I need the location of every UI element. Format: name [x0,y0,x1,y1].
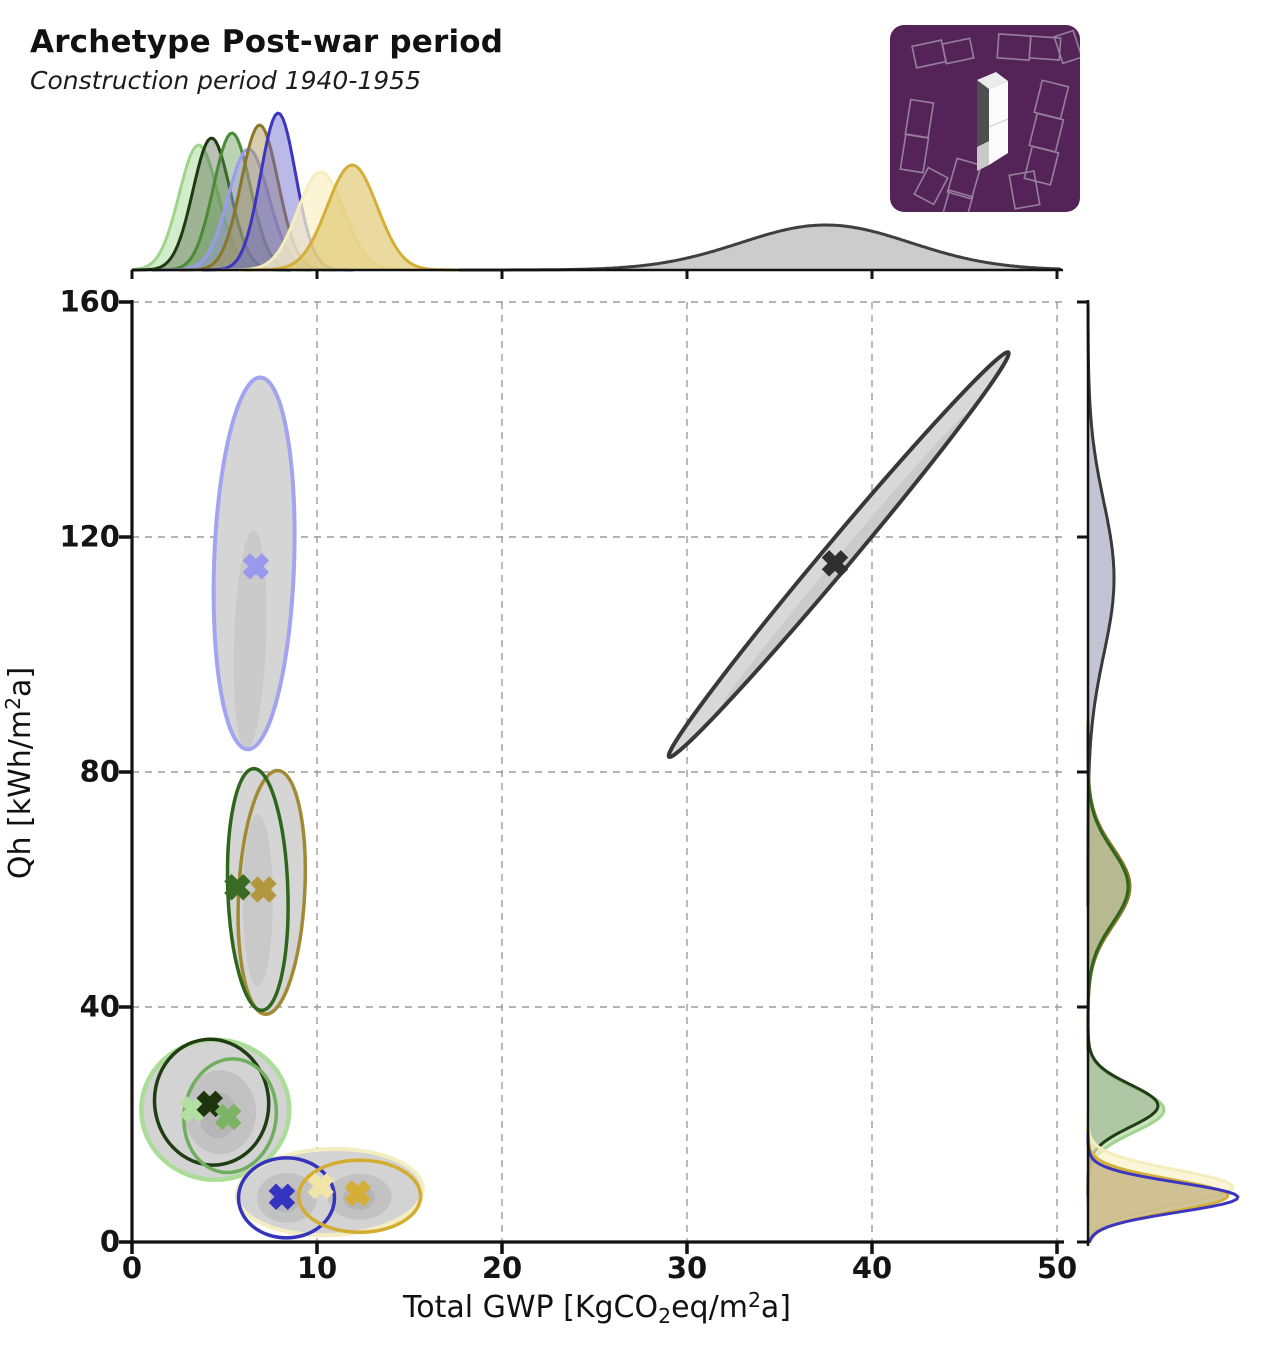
mean-marker-olive [250,876,277,903]
contour-line-medium-green-contour [182,1057,279,1175]
building-footprint [1023,145,1060,186]
contour-line-darkest-green-contour [152,1037,271,1167]
y-axis-label: Qh [kWh/m2a] [1,623,43,923]
x-tick-label: 30 [666,1251,708,1285]
mean-marker-dark-blue [268,1183,296,1211]
kde-top-fill-olive [180,125,340,270]
kde-top-fill-darkest-green [133,138,292,270]
x-axis-label-sup: 2 [747,1288,761,1312]
mean-marker-cross [214,1103,242,1131]
kde-right-line-blue [1086,1132,1240,1244]
building-footprint [1008,170,1041,210]
mean-marker-cross [242,553,270,580]
mean-marker-cross [307,1172,334,1200]
building-footprint [913,166,949,206]
x-axis-label: Total GWP [KgCO2eq/m2a] [297,1288,897,1328]
y-axis-label-part: a] [3,666,39,697]
mean-marker-cross [224,873,251,901]
x-tick-label: 10 [296,1251,338,1285]
building-footprint [1028,35,1062,61]
y-tick-label: 80 [79,754,120,789]
contour-line-blue-contour [236,1156,337,1240]
page-subtitle: Construction period 1940-1955 [30,66,421,95]
y-axis-label-sup: 2 [1,696,25,710]
building-footprints [899,29,1080,212]
mean-marker-cream [307,1172,334,1200]
x-tick-label: 40 [851,1251,893,1285]
highlighted-3d-building [977,72,1009,171]
kde-top-fill-periwinkle [161,149,337,270]
kde-top-fill-dark-blue [202,113,354,270]
mean-marker-periwinkle [242,553,270,580]
density-spot-0 [233,529,267,750]
kde-top-fill-gold [244,165,460,270]
context-map-inset [890,25,1080,212]
y-tick-label: 40 [79,989,120,1024]
building-footprint [940,189,974,212]
x-tick-label: 50 [1036,1251,1078,1285]
x-tick-label: 20 [481,1251,523,1285]
x-axis-label-part: a] [760,1290,792,1326]
mean-marker-cross [250,876,277,903]
x-axis-label-sub: 2 [658,1303,672,1328]
kde-top-line-gold [243,163,459,272]
contour-line-gold-contour [296,1158,423,1234]
mean-marker-dark-gray [821,550,849,577]
kde-right-fill-olive [1088,722,1130,1051]
mean-marker-cross [179,1095,207,1123]
kde-right-fill-gold [1088,1127,1228,1242]
building-footprint [1053,29,1080,65]
y-axis-label-part: Qh [kWh/m [3,709,39,880]
x-tick-label: 0 [121,1251,143,1285]
mean-marker-cross [344,1179,371,1207]
mean-marker-gold [344,1179,371,1207]
kde-top-fill-gray [459,225,1061,270]
contour-line-periwinkle-blob [211,375,297,752]
kde-right-fill-dark-green [1088,727,1128,1046]
mean-marker-cross [268,1183,296,1211]
kde-top-fill-medium-green [152,133,312,270]
y-tick-label: 0 [99,1224,120,1259]
building-footprint [941,37,975,65]
building-footprint [899,133,930,174]
x-axis-label-part: eq/m [671,1290,748,1326]
kde-right-fill-tan-gray [1088,1130,1226,1242]
page-title: Archetype Post-war period [30,24,504,60]
mean-marker-medium-green [214,1103,242,1131]
contour-line-gray-sliver [666,350,1011,760]
building-footprint [946,157,983,200]
mean-marker-cross [821,550,849,577]
mean-marker-light-green [179,1095,207,1123]
kde-right-fill-light-green [1088,1013,1164,1206]
y-tick-label: 160 [59,284,120,319]
x-axis-label-part: Total GWP [KgCO [402,1290,659,1326]
building-roof-face [977,72,1008,89]
y-tick-label: 120 [59,519,120,554]
building-side-lower-face [977,141,989,171]
mean-marker-dark-green [224,873,251,901]
building-floor-line [988,118,1009,128]
kde-right-fill-darkest-green [1088,1014,1158,1197]
